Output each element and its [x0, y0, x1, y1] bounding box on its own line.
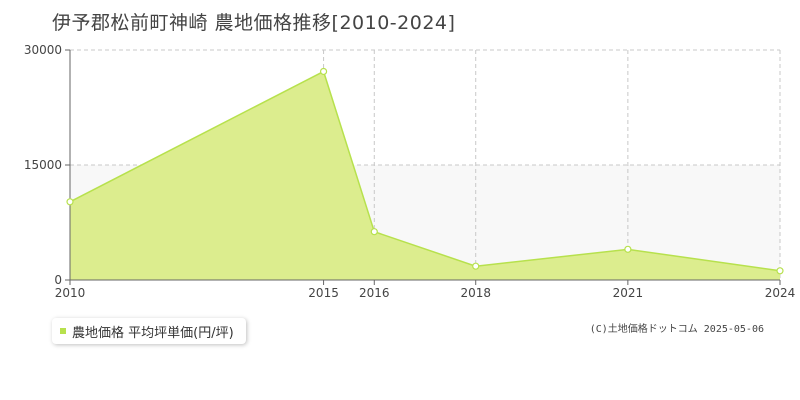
- copyright-text: (C)土地価格ドットコム 2025-05-06: [589, 324, 764, 335]
- series-line: [69, 70, 781, 272]
- legend-label: 農地価格 平均坪単価(円/坪): [72, 325, 234, 341]
- legend-swatch: [60, 328, 66, 334]
- x-tick-label: 2016: [359, 286, 390, 300]
- data-point: [66, 198, 74, 206]
- y-tick-label: 0: [54, 273, 62, 287]
- data-point: [624, 245, 632, 253]
- area-chart: 2010 2015 2016 2018 2021 2024 0 15000 30000: [24, 43, 796, 300]
- x-tick-label: 2018: [460, 286, 491, 300]
- series-area: [70, 71, 780, 280]
- data-point: [472, 262, 480, 270]
- legend: 農地価格 平均坪単価(円/坪): [52, 318, 246, 344]
- data-point: [319, 67, 328, 76]
- x-tick-label: 2015: [308, 286, 339, 300]
- data-point: [370, 228, 378, 236]
- x-tick-label: 2024: [765, 286, 796, 300]
- x-tick-label: 2021: [613, 286, 644, 300]
- y-tick-label: 30000: [24, 43, 62, 57]
- data-point: [776, 267, 784, 275]
- chart-title: 伊予郡松前町神崎 農地価格推移[2010-2024]: [52, 12, 456, 34]
- y-tick-label: 15000: [24, 158, 62, 172]
- x-tick-label: 2010: [55, 286, 86, 300]
